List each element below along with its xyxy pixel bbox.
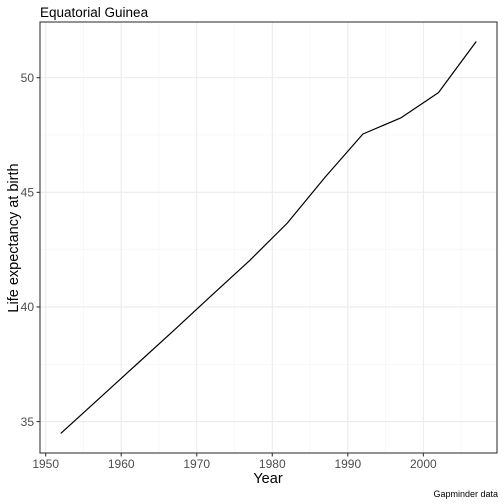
y-axis-title: Life expectancy at birth xyxy=(6,163,22,312)
caption: Gapminder data xyxy=(433,489,498,499)
x-axis-ticks: 1950 1960 1970 1980 1990 2000 xyxy=(32,453,437,471)
minor-gridlines xyxy=(40,22,497,453)
y-tick-label: 45 xyxy=(21,186,35,200)
x-axis-title: Year xyxy=(253,471,282,487)
y-axis-ticks: 35 40 45 50 xyxy=(21,71,40,429)
x-tick-label: 1950 xyxy=(32,457,59,471)
x-tick-label: 1980 xyxy=(259,457,286,471)
y-tick-label: 50 xyxy=(21,71,35,85)
y-tick-label: 35 xyxy=(21,415,35,429)
series-line xyxy=(60,41,477,434)
x-tick-label: 1990 xyxy=(334,457,361,471)
x-tick-label: 1960 xyxy=(108,457,135,471)
chart-title: Equatorial Guinea xyxy=(40,5,149,20)
x-tick-label: 1970 xyxy=(183,457,210,471)
data-points xyxy=(60,41,477,434)
y-tick-label: 40 xyxy=(21,300,35,314)
x-tick-label: 2000 xyxy=(410,457,437,471)
panel-border xyxy=(39,21,498,454)
